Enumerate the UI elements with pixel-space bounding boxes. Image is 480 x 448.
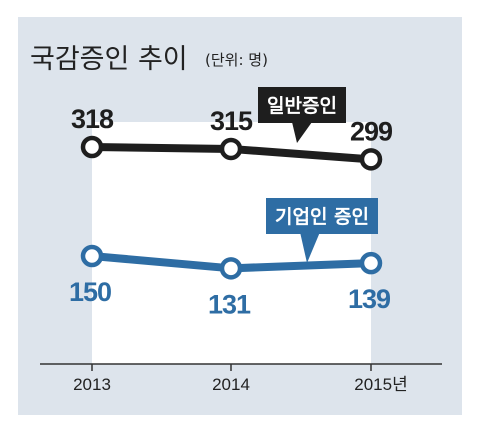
data-labels: 318 315 299 150 131 139 [69, 104, 394, 319]
data-label: 150 [69, 277, 111, 307]
chart-subtitle: (단위: 명) [205, 51, 268, 69]
data-label: 318 [71, 104, 114, 134]
data-point [80, 244, 104, 268]
legend-callout-business: 기업인 증인 [266, 198, 378, 263]
callout-box-business [266, 198, 378, 234]
data-label: 315 [210, 106, 253, 136]
legend-callout-general: 일반증인 [258, 87, 346, 143]
data-point [359, 251, 383, 275]
data-point [219, 137, 243, 161]
data-label: 299 [350, 116, 393, 146]
callout-pointer-business [300, 232, 320, 263]
x-tick-label: 2014 [212, 375, 250, 394]
x-tick-label: 2015년 [354, 375, 407, 394]
data-label: 139 [348, 284, 391, 314]
x-tick-label: 2013 [73, 375, 111, 394]
data-label: 131 [208, 289, 251, 319]
callout-box-general [258, 87, 346, 123]
data-point [80, 135, 104, 159]
callout-pointer-general [292, 122, 312, 143]
chart-title: 국감증인 추이 [30, 44, 188, 75]
x-ticks: 2013 2014 2015년 [73, 364, 408, 394]
plot-highlight-band [92, 122, 371, 364]
callout-label-business: 기업인 증인 [275, 206, 369, 228]
callout-label-general: 일반증인 [267, 95, 337, 117]
data-point [359, 148, 383, 171]
data-point [219, 257, 243, 280]
series-points [80, 135, 383, 280]
